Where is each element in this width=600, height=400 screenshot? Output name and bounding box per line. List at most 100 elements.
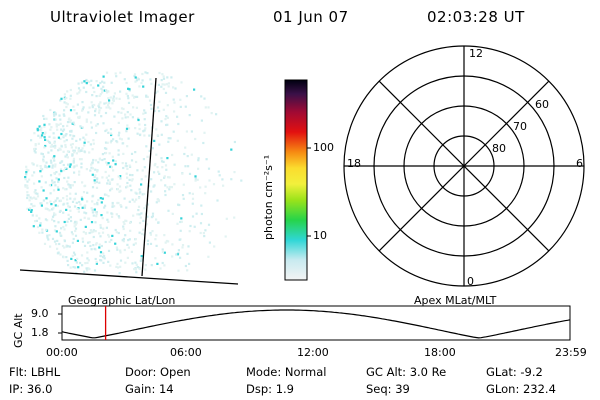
emission-dot bbox=[100, 201, 103, 204]
emission-dot bbox=[86, 251, 89, 254]
emission-dot bbox=[43, 125, 46, 128]
emission-dot bbox=[60, 227, 63, 230]
emission-dot bbox=[101, 231, 105, 234]
emission-dot bbox=[91, 106, 94, 109]
emission-dot bbox=[172, 98, 175, 101]
emission-dot bbox=[144, 111, 147, 114]
emission-dot bbox=[24, 185, 27, 188]
emission-dot bbox=[73, 253, 77, 256]
emission-dot bbox=[46, 166, 49, 169]
emission-dot bbox=[65, 153, 68, 156]
emission-dot bbox=[85, 133, 88, 136]
emission-dot bbox=[49, 108, 52, 112]
emission-dot bbox=[81, 264, 84, 267]
emission-dot bbox=[140, 255, 143, 258]
emission-dot bbox=[52, 157, 55, 160]
emission-dot bbox=[143, 207, 146, 210]
emission-dot bbox=[26, 186, 29, 190]
emission-dot bbox=[46, 139, 49, 142]
emission-dot bbox=[109, 165, 112, 168]
emission-dot bbox=[104, 141, 108, 144]
emission-dot bbox=[161, 250, 164, 254]
emission-dot bbox=[92, 214, 95, 217]
emission-dot bbox=[94, 159, 98, 162]
emission-dot bbox=[160, 157, 163, 160]
emission-dot bbox=[138, 85, 141, 88]
emission-dot bbox=[62, 211, 65, 214]
emission-dot bbox=[108, 240, 111, 243]
emission-dot bbox=[134, 267, 137, 270]
emission-dot bbox=[48, 184, 51, 187]
emission-dot bbox=[83, 211, 86, 214]
emission-dot bbox=[142, 219, 145, 222]
mlt-label-18: 18 bbox=[347, 157, 361, 170]
emission-dot bbox=[122, 152, 125, 155]
emission-dot bbox=[73, 123, 76, 126]
emission-dot bbox=[81, 240, 85, 243]
emission-dot bbox=[80, 158, 83, 161]
emission-dot bbox=[80, 149, 83, 152]
emission-dot bbox=[176, 115, 179, 118]
emission-dot bbox=[115, 97, 118, 100]
emission-dot bbox=[166, 157, 169, 160]
info-gain: Gain: 14 bbox=[125, 382, 174, 396]
emission-dot bbox=[110, 166, 113, 169]
emission-dot bbox=[65, 105, 68, 109]
emission-dot bbox=[44, 144, 47, 148]
emission-dot bbox=[114, 163, 117, 166]
emission-dot bbox=[127, 87, 130, 90]
emission-dot bbox=[69, 186, 72, 189]
emission-dot bbox=[132, 243, 135, 246]
emission-dot bbox=[25, 168, 28, 171]
emission-dot bbox=[62, 125, 65, 128]
emission-dot bbox=[92, 230, 95, 233]
emission-dot bbox=[124, 113, 127, 116]
emission-dot bbox=[130, 152, 134, 155]
emission-dot bbox=[71, 254, 74, 257]
emission-dot bbox=[169, 137, 172, 140]
emission-dot bbox=[63, 169, 66, 172]
emission-dot bbox=[93, 179, 96, 182]
emission-dot bbox=[99, 197, 102, 200]
emission-dot bbox=[41, 228, 44, 231]
emission-dot bbox=[90, 231, 93, 234]
emission-dot bbox=[72, 237, 75, 241]
emission-dot bbox=[165, 83, 168, 86]
emission-dot bbox=[40, 134, 44, 137]
emission-dot bbox=[118, 190, 121, 193]
emission-dot bbox=[155, 153, 158, 156]
emission-dot bbox=[26, 180, 29, 183]
emission-dot bbox=[90, 248, 93, 251]
emission-dot bbox=[152, 185, 155, 188]
alt-xtick-1200: 12:00 bbox=[297, 346, 329, 359]
emission-dot bbox=[80, 81, 83, 84]
emission-dot bbox=[98, 232, 101, 235]
emission-dot bbox=[103, 206, 106, 209]
emission-dot bbox=[118, 185, 122, 188]
emission-dot bbox=[197, 167, 200, 170]
emission-dot bbox=[138, 188, 141, 191]
emission-dot bbox=[161, 83, 164, 86]
emission-dot bbox=[125, 186, 128, 189]
emission-dot bbox=[75, 201, 78, 204]
emission-dot bbox=[85, 212, 88, 215]
emission-dot bbox=[200, 212, 203, 216]
emission-dot bbox=[99, 81, 102, 85]
emission-dot bbox=[158, 143, 161, 146]
emission-dot bbox=[45, 228, 48, 231]
emission-dot bbox=[93, 114, 97, 117]
emission-dot bbox=[117, 215, 120, 218]
emission-dot bbox=[39, 165, 42, 168]
emission-dot bbox=[107, 249, 111, 252]
emission-dot bbox=[199, 231, 202, 235]
emission-dot bbox=[50, 161, 53, 164]
emission-dot bbox=[164, 164, 168, 167]
emission-dot bbox=[125, 165, 128, 168]
emission-dot bbox=[105, 161, 108, 164]
emission-dot bbox=[79, 89, 82, 92]
emission-dot bbox=[110, 81, 113, 84]
emission-dot bbox=[65, 97, 68, 100]
emission-dot bbox=[133, 268, 136, 271]
emission-dot bbox=[150, 264, 153, 267]
